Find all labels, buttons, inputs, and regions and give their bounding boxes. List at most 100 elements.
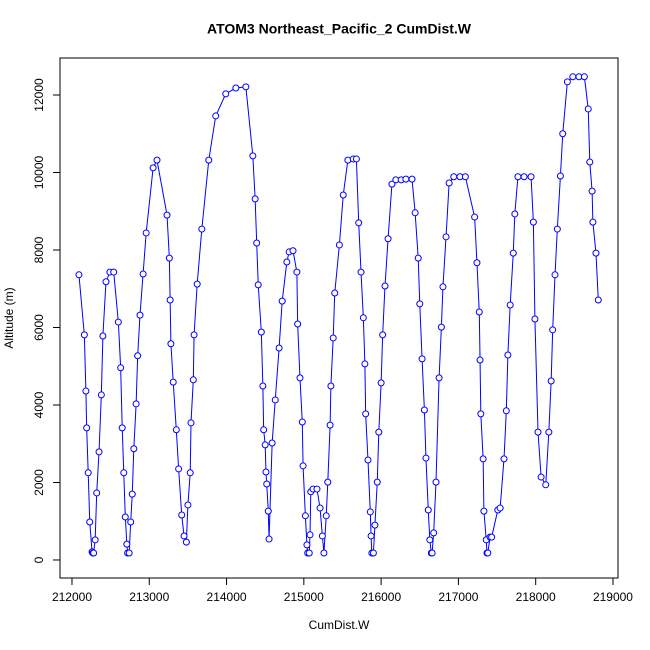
data-point (271, 396, 279, 404)
data-point (142, 229, 150, 237)
data-point (90, 549, 98, 557)
data-point (249, 152, 257, 160)
data-point (253, 239, 261, 247)
data-point (355, 219, 363, 227)
data-point (414, 254, 422, 262)
data-point (298, 418, 306, 426)
data-point (352, 155, 360, 163)
data-point (97, 391, 105, 399)
data-point (301, 512, 309, 520)
x-tick-label: 213000 (129, 590, 169, 604)
data-point (589, 218, 597, 226)
data-point (496, 504, 504, 512)
data-point (556, 172, 564, 180)
data-point (537, 473, 545, 481)
data-point (588, 187, 596, 195)
data-point (283, 258, 291, 266)
data-point (293, 268, 301, 276)
data-point (182, 538, 190, 546)
data-point (102, 278, 110, 286)
data-point (461, 173, 469, 181)
x-tick-label: 216000 (361, 590, 401, 604)
data-point (529, 218, 537, 226)
data-point (93, 489, 101, 497)
data-point (80, 331, 88, 339)
data-point (262, 468, 270, 476)
data-point (527, 173, 535, 181)
data-point (586, 158, 594, 166)
data-point (190, 331, 198, 339)
x-tick-label: 219000 (593, 590, 633, 604)
data-point (542, 481, 550, 489)
y-tick-label: 2000 (32, 469, 46, 496)
data-point (263, 480, 271, 488)
data-point (120, 469, 128, 477)
data-point (475, 308, 483, 316)
data-point (303, 541, 311, 549)
data-point (123, 540, 131, 548)
data-point (547, 377, 555, 385)
data-point (114, 318, 122, 326)
data-point (278, 297, 286, 305)
data-point (371, 521, 379, 529)
y-tick-label: 6000 (32, 314, 46, 341)
data-point (320, 549, 328, 557)
data-point (357, 268, 365, 276)
data-point (563, 78, 571, 86)
data-point (132, 400, 140, 408)
chart-title: ATOM3 Northeast_Pacific_2 CumDist.W (207, 21, 472, 37)
x-tick-label: 218000 (516, 590, 556, 604)
data-point (167, 340, 175, 348)
data-point (99, 332, 107, 340)
data-point (95, 448, 103, 456)
data-point (260, 426, 268, 434)
data-point (232, 84, 240, 92)
data-point (422, 454, 430, 462)
data-point (428, 549, 436, 557)
x-tick-label: 217000 (438, 590, 478, 604)
data-point (484, 549, 492, 557)
data-point (327, 382, 335, 390)
data-point (514, 173, 522, 181)
data-point (296, 374, 304, 382)
data-point (175, 465, 183, 473)
data-point (442, 233, 450, 241)
data-point (559, 130, 567, 138)
data-point (139, 270, 147, 278)
data-point (136, 311, 144, 319)
data-point (361, 360, 369, 368)
data-point (439, 283, 447, 291)
data-point (169, 378, 177, 386)
data-point (384, 235, 392, 243)
data-point (488, 533, 496, 541)
data-point (411, 209, 419, 217)
data-point (339, 191, 347, 199)
data-point (322, 512, 330, 520)
data-point (509, 249, 517, 257)
data-point (500, 455, 508, 463)
data-point (430, 529, 438, 537)
data-point (359, 314, 367, 322)
data-point (172, 426, 180, 434)
data-point (306, 531, 314, 539)
data-point (163, 211, 171, 219)
data-point (275, 344, 283, 352)
data-point (299, 462, 307, 470)
data-point (187, 419, 195, 427)
data-point (335, 241, 343, 249)
data-point (149, 164, 157, 172)
data-point (364, 456, 372, 464)
data-point (118, 424, 126, 432)
data-point (331, 289, 339, 297)
data-point (479, 455, 487, 463)
y-axis-label: Altitude (m) (2, 287, 16, 348)
data-point (134, 352, 142, 360)
data-point (477, 410, 485, 418)
data-point (242, 83, 250, 91)
data-point (377, 379, 385, 387)
data-point (186, 469, 194, 477)
data-point (189, 376, 197, 384)
data-point (420, 406, 428, 414)
data-point (502, 407, 510, 415)
